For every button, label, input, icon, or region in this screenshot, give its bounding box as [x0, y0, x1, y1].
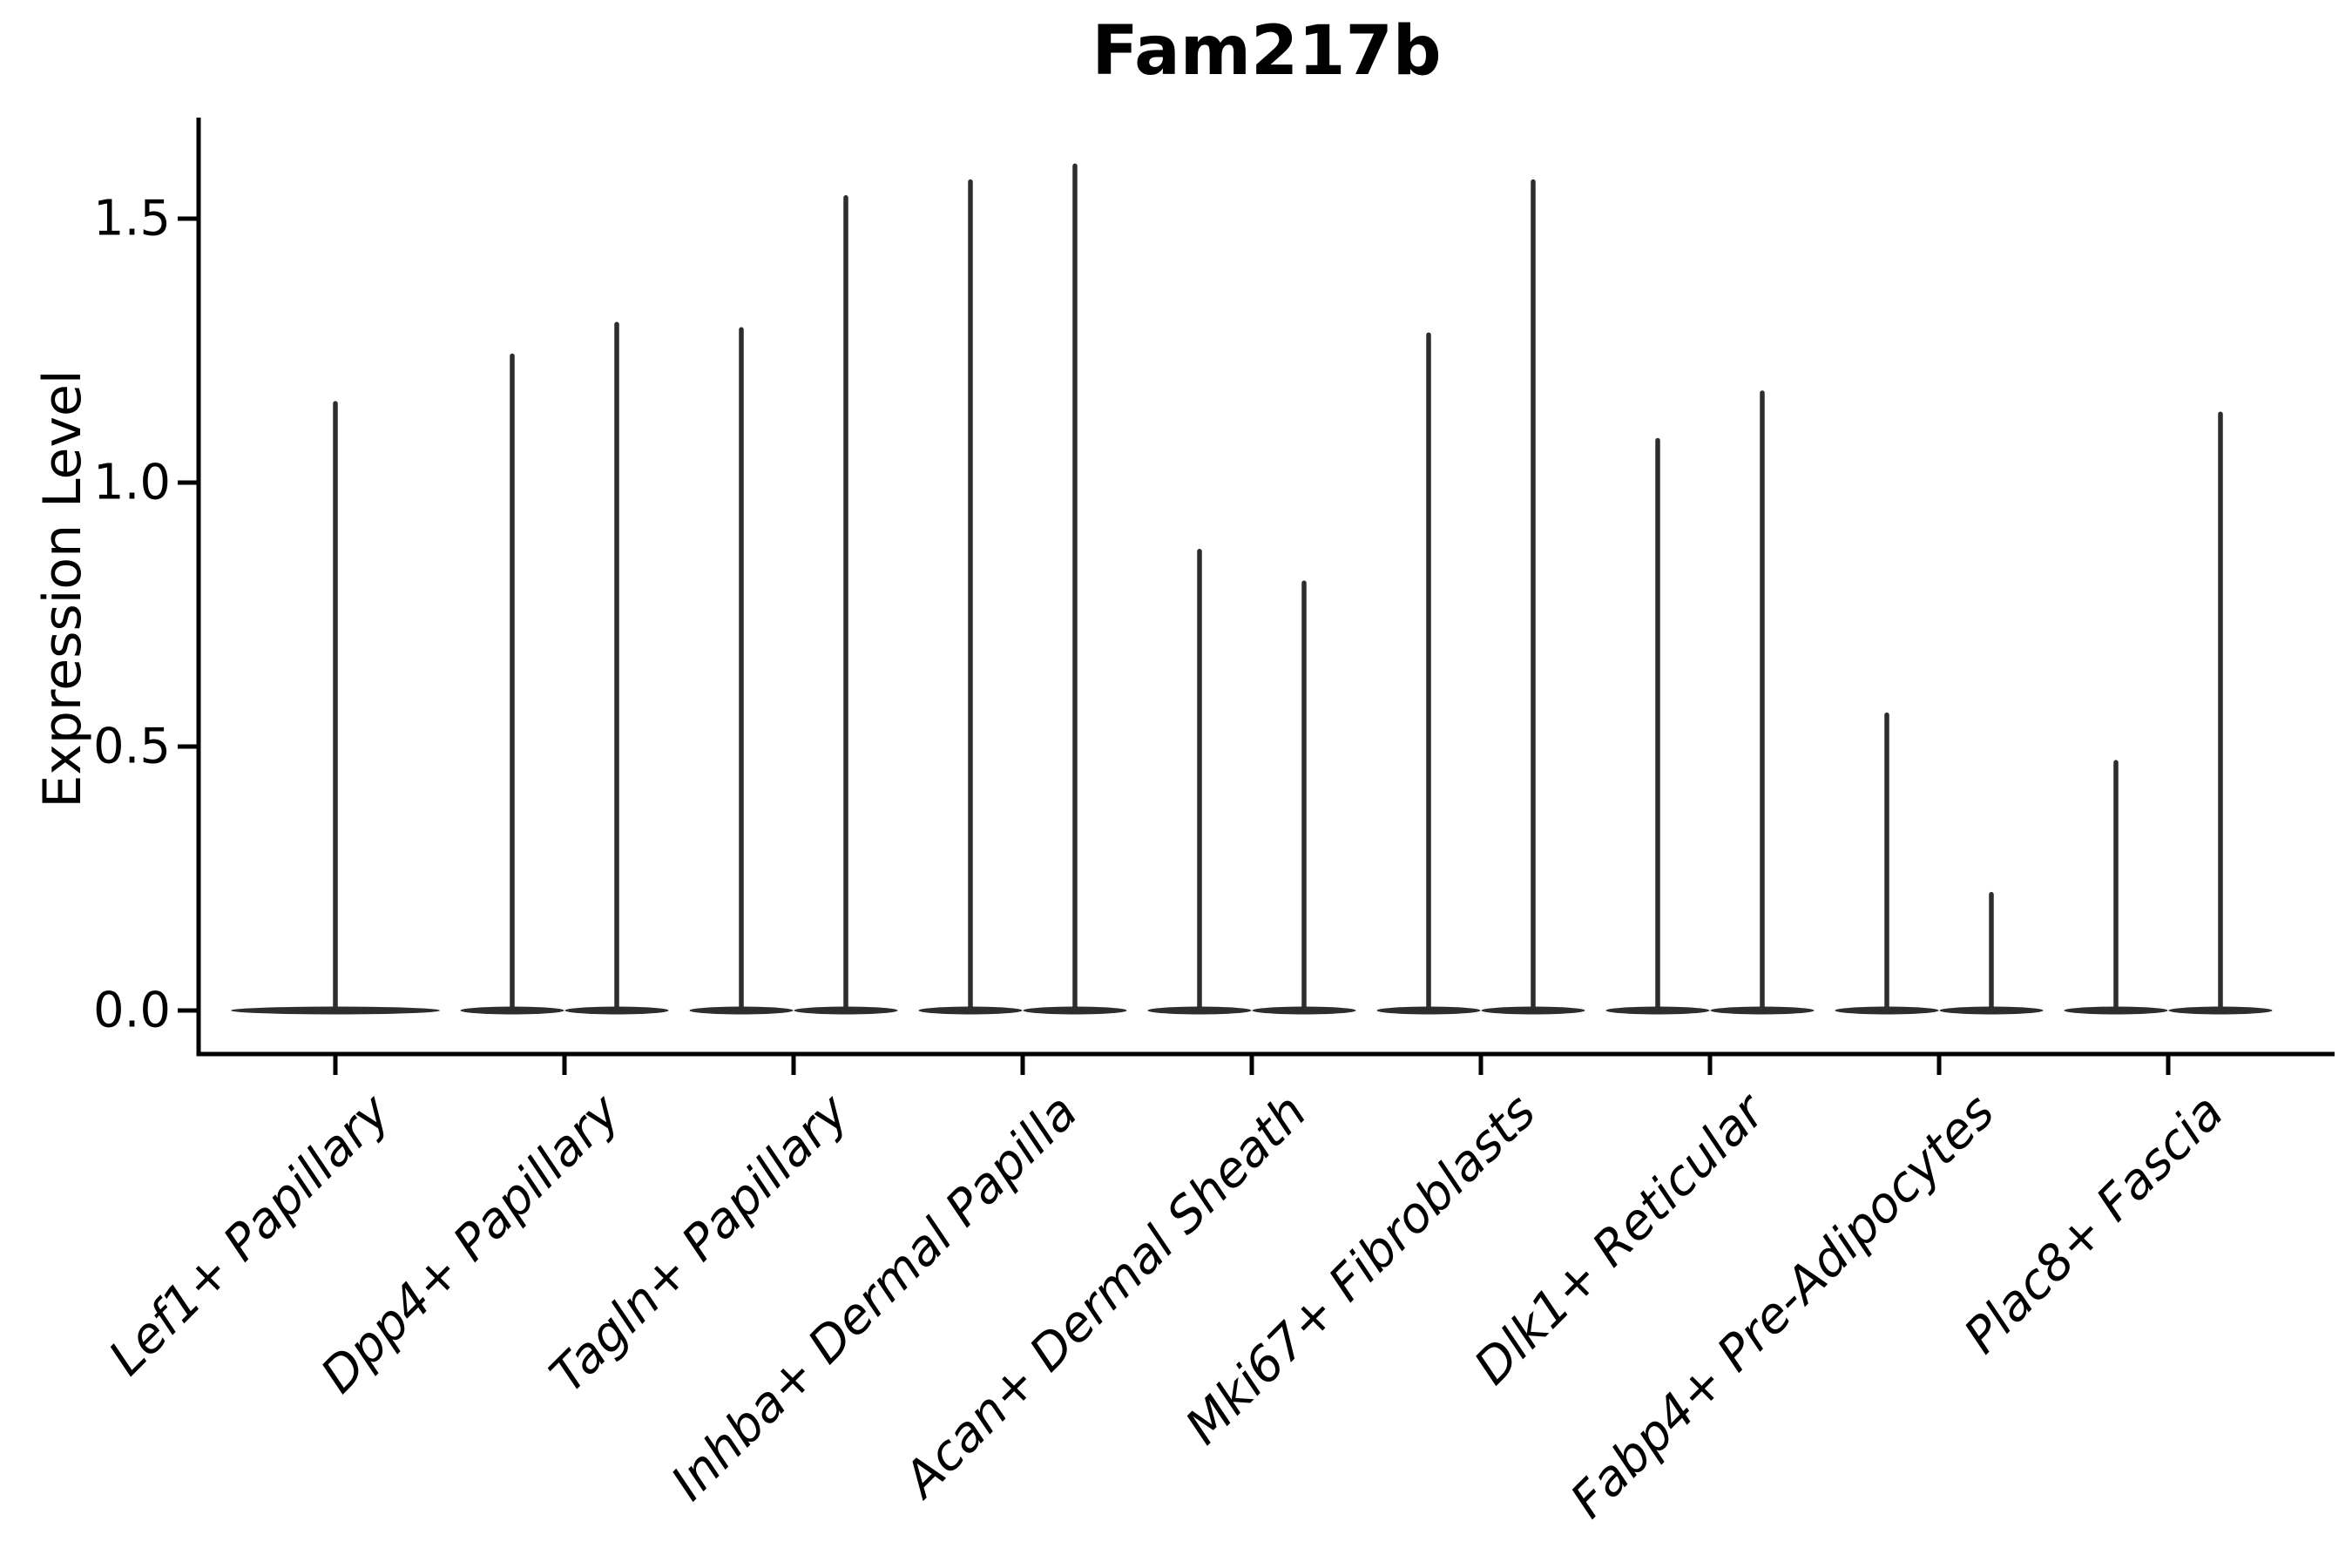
y-tick-label: 0.5	[92, 718, 171, 775]
violin-group	[1835, 712, 2044, 1015]
violin-group	[1147, 549, 1356, 1015]
violin-group	[1605, 390, 1815, 1015]
violin-layer	[231, 163, 2273, 1015]
axes-layer	[178, 118, 2335, 1075]
violin-group	[1376, 179, 1585, 1015]
violin-group	[231, 401, 440, 1015]
y-tick-label: 0.0	[92, 982, 171, 1039]
y-axis-label: Expression Level	[32, 369, 93, 808]
y-tick-label: 1.5	[92, 190, 171, 247]
violin-group	[2064, 411, 2273, 1015]
y-tick-label: 1.0	[92, 454, 171, 511]
plot-title: Fam217b	[1092, 12, 1442, 91]
violin-group	[918, 163, 1127, 1015]
violin-group	[689, 195, 898, 1015]
violin-group	[460, 321, 669, 1015]
